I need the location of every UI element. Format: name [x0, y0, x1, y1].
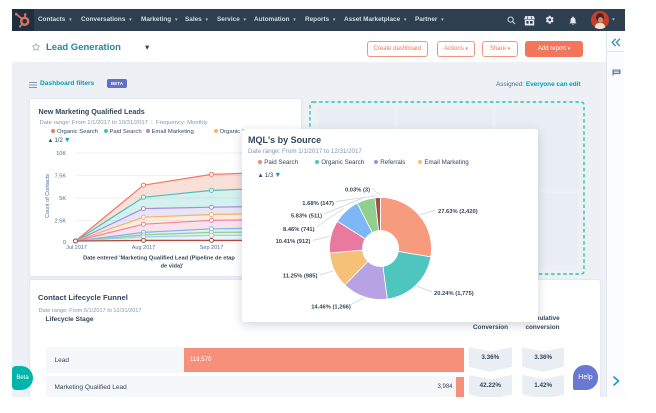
svg-text:20.24% (1,775): 20.24% (1,775)	[434, 291, 474, 297]
svg-text:10.41% (912): 10.41% (912)	[275, 239, 310, 245]
svg-text:5.83% (511): 5.83% (511)	[290, 214, 321, 220]
svg-text:8.46% (741): 8.46% (741)	[283, 227, 315, 233]
svg-text:Jul 2017: Jul 2017	[66, 245, 87, 251]
svg-text:5K: 5K	[59, 196, 66, 202]
svg-text:0.03% (3): 0.03% (3)	[344, 188, 369, 194]
svg-text:10K: 10K	[56, 151, 66, 157]
svg-text:14.46% (1,266): 14.46% (1,266)	[311, 304, 351, 310]
svg-text:0: 0	[62, 240, 65, 246]
svg-text:Date entered 'Marketing Qualif: Date entered 'Marketing Qualified Lead (…	[83, 256, 235, 262]
svg-text:Count of Contacts: Count of Contacts	[45, 174, 51, 218]
svg-text:7.5K: 7.5K	[54, 174, 66, 180]
svg-text:2.5K: 2.5K	[54, 219, 66, 225]
svg-text:de vida)': de vida)'	[160, 264, 183, 270]
svg-text:Sep 2017: Sep 2017	[199, 245, 223, 251]
svg-text:27.63% (2,420): 27.63% (2,420)	[438, 209, 478, 215]
svg-text:1.68% (147): 1.68% (147)	[302, 201, 334, 207]
svg-text:11.25% (985): 11.25% (985)	[282, 273, 317, 279]
svg-text:Aug 2017: Aug 2017	[131, 245, 155, 251]
